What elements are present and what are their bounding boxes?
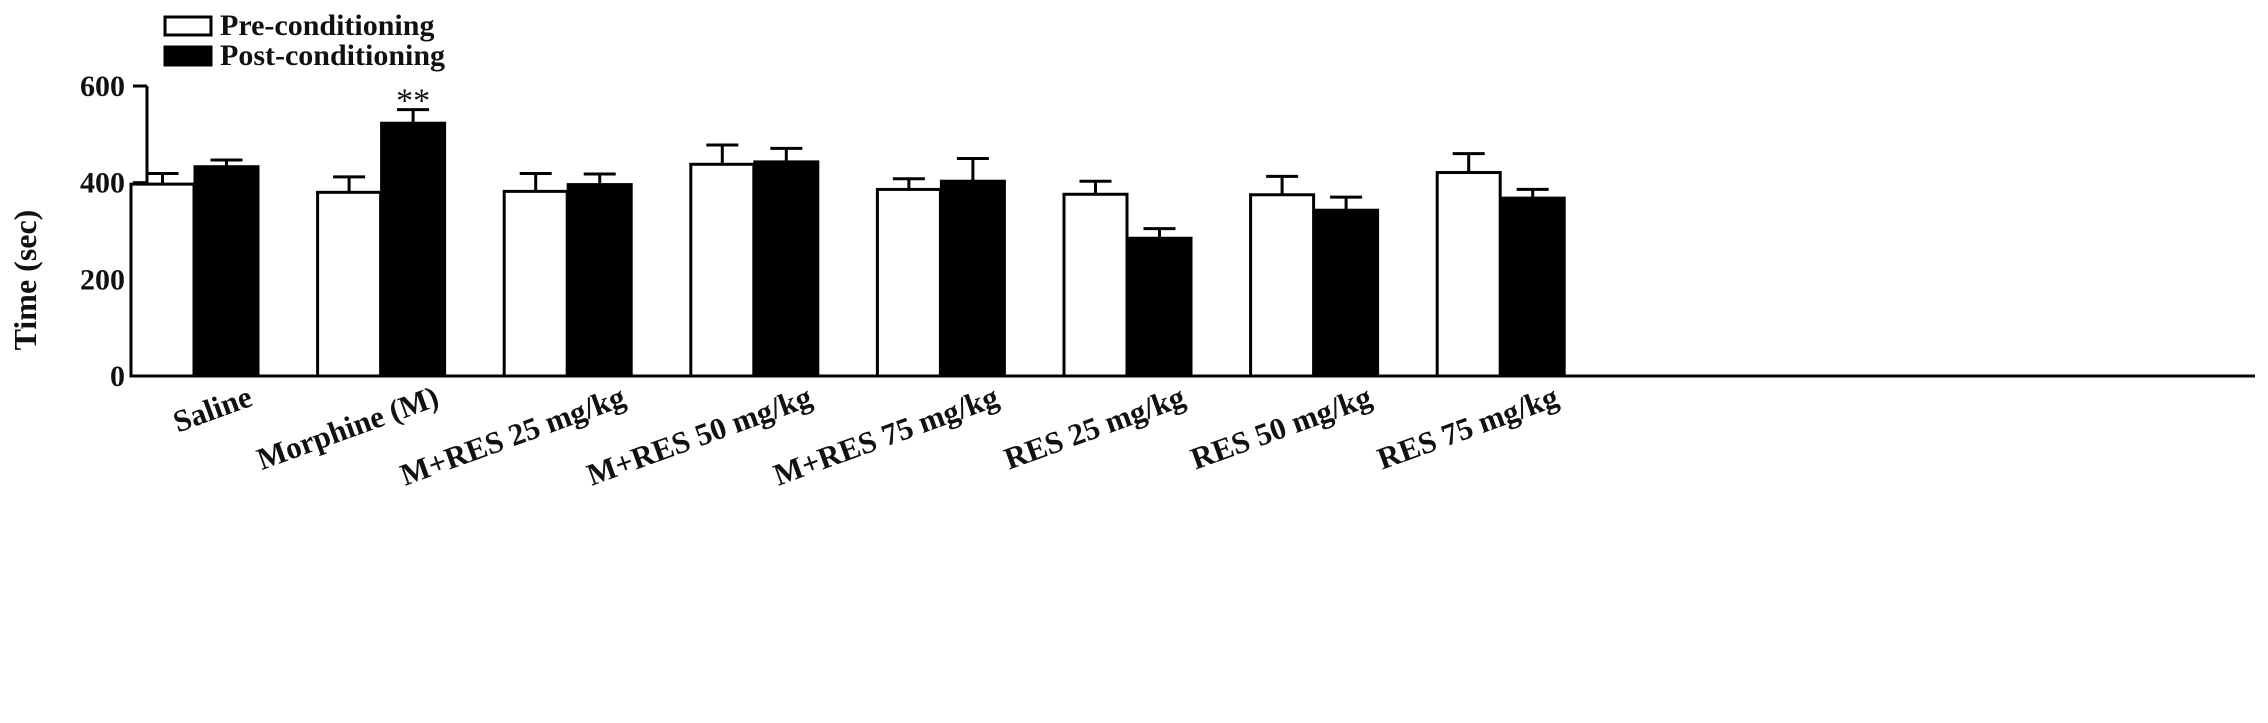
legend-swatch-post — [163, 45, 213, 67]
post-conditioning-bar — [1313, 208, 1380, 378]
post-conditioning-bar — [753, 160, 820, 378]
post-conditioning-bar — [939, 179, 1006, 378]
post-conditioning-bar — [566, 183, 633, 378]
pre-conditioning-bar — [689, 162, 756, 378]
y-tick-label: 600 — [80, 70, 125, 103]
pre-conditioning-bar — [502, 189, 569, 378]
pre-conditioning-bar — [1062, 192, 1129, 378]
bars: ** — [129, 83, 1566, 378]
legend-swatch-pre — [163, 15, 213, 37]
pre-conditioning-bar — [1435, 171, 1502, 378]
x-category-label: RES 25 mg/kg — [999, 379, 1189, 477]
pre-conditioning-bar — [875, 187, 942, 378]
legend-label-post: Post-conditioning — [220, 39, 445, 72]
significance-marker: ** — [396, 83, 430, 120]
post-conditioning-bar — [1126, 236, 1193, 378]
legend-label-pre: Pre-conditioning — [220, 9, 434, 42]
x-category-label: RES 75 mg/kg — [1373, 379, 1563, 477]
post-conditioning-bar — [1499, 196, 1566, 378]
pre-conditioning-bar — [1249, 193, 1316, 378]
post-conditioning-bar — [193, 165, 260, 378]
post-conditioning-bar — [380, 121, 447, 378]
pre-conditioning-bar — [129, 182, 196, 378]
x-category-label: Saline — [168, 379, 256, 440]
x-category-label: RES 50 mg/kg — [1186, 379, 1376, 477]
y-tick-label: 0 — [110, 360, 125, 393]
y-tick-label: 200 — [80, 263, 125, 296]
y-tick-label: 400 — [80, 167, 125, 200]
y-axis: 0 200 400 600 — [80, 70, 149, 393]
y-axis-title: Time (sec) — [7, 210, 43, 351]
pre-conditioning-bar — [316, 190, 383, 378]
